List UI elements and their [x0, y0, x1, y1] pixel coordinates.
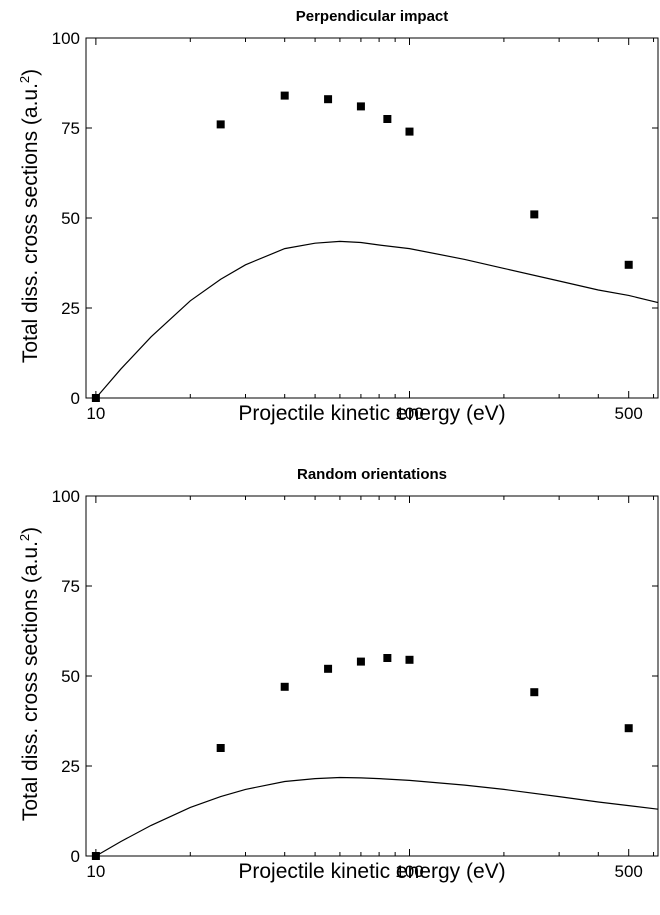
y-tick-label: 100 [52, 29, 80, 48]
data-point [216, 744, 225, 752]
data-point [405, 655, 414, 664]
plot-svg: 0 25 50 75 100 10 100 500 [52, 29, 659, 423]
y-tick-label: 50 [61, 667, 80, 686]
y-tick-label: 25 [61, 299, 80, 318]
data-point [280, 91, 289, 100]
data-point [356, 657, 365, 666]
x-tick-label: 100 [395, 404, 423, 423]
data-point [216, 120, 225, 129]
data-point [530, 688, 539, 697]
series-line [95, 776, 659, 857]
plot-frame [85, 37, 659, 399]
chart-panel-perpendicular: Perpendicular impact Total diss. cross s… [17, 8, 659, 425]
x-tick-label: 500 [615, 404, 643, 423]
y-tick-label: 0 [71, 389, 80, 408]
x-axis-label: Projectile kinetic energy (eV) [238, 860, 506, 883]
data-point [405, 127, 414, 136]
x-tick-label: 10 [86, 862, 105, 881]
series-line [95, 240, 659, 399]
data-point [91, 852, 100, 860]
x-tick-label: 500 [615, 862, 643, 881]
chart-title: Random orientations [296, 466, 447, 483]
x-tick-label: 100 [395, 862, 423, 881]
x-tick-label: 10 [86, 404, 105, 423]
plot-frame [85, 495, 659, 857]
data-point [624, 724, 633, 733]
data-point [624, 260, 633, 269]
y-tick-label: 0 [71, 847, 80, 866]
data-point [324, 95, 333, 104]
data-point [91, 394, 100, 402]
x-axis-label: Projectile kinetic energy (eV) [238, 402, 506, 425]
data-point [383, 115, 392, 123]
data-point [324, 664, 333, 673]
chart-panel-random: Random orientations Total diss. cross se… [0, 458, 660, 915]
data-point [356, 102, 365, 111]
y-tick-label: 100 [52, 487, 80, 506]
y-tick-label: 25 [61, 757, 80, 776]
y-tick-label: 75 [61, 119, 80, 138]
plot-svg: 0 25 50 75 100 10 100 500 [52, 487, 659, 881]
data-point [530, 210, 539, 219]
data-point [280, 682, 289, 691]
data-point [383, 654, 392, 662]
y-tick-label: 50 [61, 209, 80, 228]
y-tick-label: 75 [61, 577, 80, 596]
chart-title: Perpendicular impact [295, 8, 449, 25]
